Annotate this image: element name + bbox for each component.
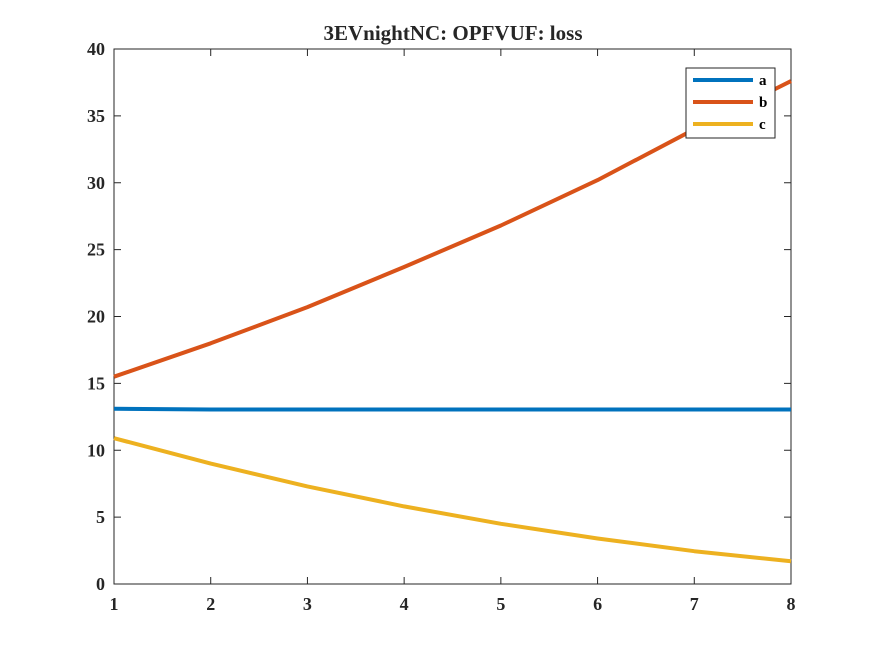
x-tick-label: 1 [110, 594, 119, 614]
series-line-a [113, 406, 791, 412]
series-line-b [113, 79, 792, 379]
y-tick-label: 15 [87, 373, 105, 393]
series-line-c [113, 436, 792, 564]
x-tick-label: 5 [496, 594, 505, 614]
axis-ticks: 1 2 3 4 5 6 7 8 0 5 10 15 20 25 30 35 40 [87, 39, 796, 614]
y-tick-label: 30 [87, 173, 105, 193]
chart-title: 3EVnightNC: OPFVUF: loss [323, 21, 582, 45]
x-tick-label: 7 [690, 594, 699, 614]
x-tick-label: 6 [593, 594, 602, 614]
x-tick-label: 8 [787, 594, 796, 614]
x-tick-label: 4 [400, 594, 409, 614]
y-tick-label: 5 [96, 507, 105, 527]
y-tick-label: 40 [87, 39, 105, 59]
y-tick-label: 20 [87, 307, 105, 327]
y-tick-label: 25 [87, 240, 105, 260]
legend-label: b [759, 95, 767, 111]
x-tick-label: 2 [206, 594, 215, 614]
y-tick-label: 10 [87, 440, 105, 460]
y-tick-label: 35 [87, 106, 105, 126]
legend-label: a [759, 73, 767, 89]
legend: abc [685, 67, 776, 139]
y-tick-label: 0 [96, 574, 105, 594]
series-lines [113, 79, 792, 564]
x-tick-label: 3 [303, 594, 312, 614]
legend-label: c [759, 117, 766, 133]
